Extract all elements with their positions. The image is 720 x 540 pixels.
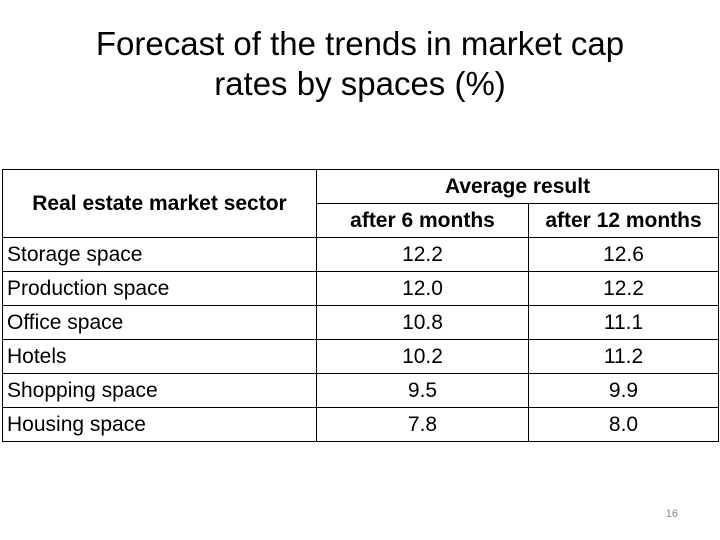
slide-title: Forecast of the trends in market cap rat… bbox=[0, 24, 720, 104]
table-row: Office space 10.8 11.1 bbox=[2, 305, 719, 340]
average-result-header: Average result bbox=[316, 169, 719, 204]
six-month-value: 10.2 bbox=[316, 339, 529, 374]
table-header-row: Real estate market sector Average result bbox=[2, 169, 719, 238]
market-cap-table: Real estate market sector Average result… bbox=[2, 169, 719, 442]
after-6-months-header: after 6 months bbox=[316, 203, 529, 238]
page-number: 16 bbox=[665, 508, 678, 520]
sector-cell: Production space bbox=[2, 271, 317, 306]
six-month-value: 12.2 bbox=[316, 237, 529, 272]
table-row: Shopping space 9.5 9.9 bbox=[2, 373, 719, 408]
six-month-value: 10.8 bbox=[316, 305, 529, 340]
sector-cell: Office space bbox=[2, 305, 317, 340]
sector-column-header: Real estate market sector bbox=[2, 169, 317, 238]
twelve-month-value: 11.2 bbox=[528, 339, 719, 374]
twelve-month-value: 11.1 bbox=[528, 305, 719, 340]
table-row: Production space 12.0 12.2 bbox=[2, 271, 719, 306]
six-month-value: 7.8 bbox=[316, 407, 529, 442]
sector-cell: Storage space bbox=[2, 237, 317, 272]
table-row: Storage space 12.2 12.6 bbox=[2, 237, 719, 272]
sector-cell: Shopping space bbox=[2, 373, 317, 408]
twelve-month-value: 12.6 bbox=[528, 237, 719, 272]
slide-title-line-1: Forecast of the trends in market cap bbox=[95, 25, 625, 62]
table-row: Hotels 10.2 11.2 bbox=[2, 339, 719, 374]
slide-title-line-2: rates by spaces (%) bbox=[214, 65, 506, 102]
table-row: Housing space 7.8 8.0 bbox=[2, 407, 719, 442]
twelve-month-value: 9.9 bbox=[528, 373, 719, 408]
table-subheader-row: after 6 months after 12 months bbox=[3, 203, 719, 238]
six-month-value: 12.0 bbox=[316, 271, 529, 306]
twelve-month-value: 12.2 bbox=[528, 271, 719, 306]
sector-cell: Hotels bbox=[2, 339, 317, 374]
after-12-months-header: after 12 months bbox=[528, 203, 719, 238]
sector-cell: Housing space bbox=[2, 407, 317, 442]
six-month-value: 9.5 bbox=[316, 373, 529, 408]
twelve-month-value: 8.0 bbox=[528, 407, 719, 442]
